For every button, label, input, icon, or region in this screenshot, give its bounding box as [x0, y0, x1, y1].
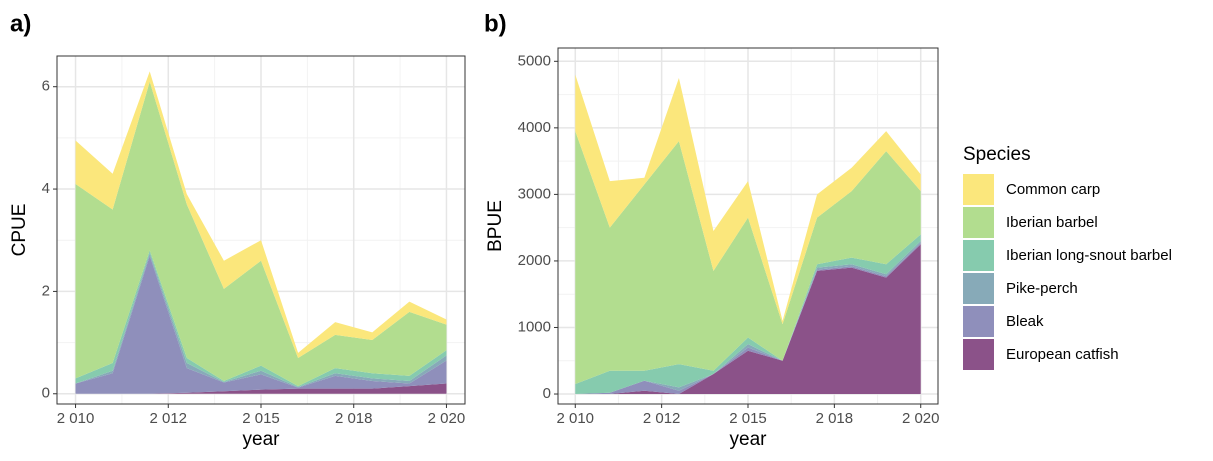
plot-border — [56, 55, 466, 405]
area — [75, 255, 447, 394]
y-tick-label: 4 — [42, 180, 50, 197]
y-tick-label: 4000 — [518, 119, 551, 136]
area — [575, 244, 921, 395]
x-tick-label: 2 018 — [335, 410, 373, 427]
x-tick-label: 2 010 — [57, 410, 95, 427]
legend-label: Common carp — [1006, 181, 1100, 198]
legend-swatch — [963, 339, 994, 370]
y-tick-label: 2000 — [518, 252, 551, 269]
x-tick-label: 2 015 — [242, 410, 280, 427]
legend-swatch — [963, 273, 994, 304]
area — [75, 383, 447, 394]
x-tick-label: 2 012 — [643, 410, 681, 427]
y-tick-label: 2 — [42, 282, 50, 299]
y-tick-label: 1000 — [518, 318, 551, 335]
panel-label: b) — [484, 10, 507, 37]
area — [75, 71, 447, 358]
area — [575, 234, 921, 395]
area — [575, 74, 921, 325]
y-axis-title: CPUE — [9, 204, 30, 257]
y-axis-title: BPUE — [485, 200, 506, 252]
y-tick-label: 0 — [543, 385, 551, 402]
area — [75, 81, 447, 387]
x-tick-label: 2 020 — [428, 410, 466, 427]
x-axis-title: year — [243, 429, 281, 450]
legend-label: European catfish — [1006, 346, 1119, 363]
legend-label: Pike-perch — [1006, 280, 1078, 297]
y-tick-label: 0 — [42, 385, 50, 402]
x-tick-label: 2 010 — [556, 410, 594, 427]
x-axis-title: year — [730, 429, 768, 450]
y-tick-label: 3000 — [518, 185, 551, 202]
y-tick-label: 6 — [42, 78, 50, 95]
legend-swatch — [963, 174, 994, 205]
x-tick-label: 2 020 — [902, 410, 940, 427]
y-tick-label: 5000 — [518, 52, 551, 69]
legend-swatch — [963, 207, 994, 238]
area — [575, 131, 921, 385]
panel-label: a) — [10, 10, 31, 37]
legend-title: Species — [963, 144, 1031, 165]
legend-label: Bleak — [1006, 313, 1044, 330]
legend-label: Iberian barbel — [1006, 214, 1098, 231]
legend-swatch — [963, 240, 994, 271]
x-tick-label: 2 015 — [729, 410, 767, 427]
legend-label: Iberian long-snout barbel — [1006, 247, 1172, 264]
plot-border — [557, 47, 939, 405]
x-tick-label: 2 012 — [149, 410, 187, 427]
x-tick-label: 2 018 — [816, 410, 854, 427]
legend-swatch — [963, 306, 994, 337]
